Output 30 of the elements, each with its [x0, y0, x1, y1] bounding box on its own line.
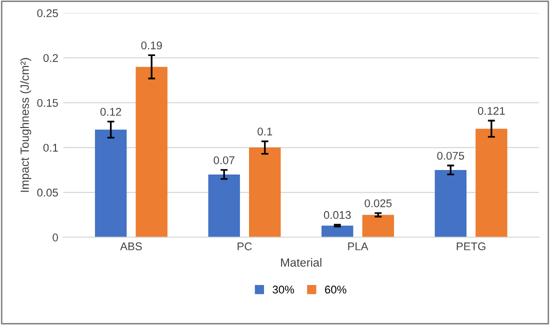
y-tick-label: 0.05	[37, 188, 58, 197]
legend-label: 60%	[325, 286, 346, 294]
x-tick-label: PC	[238, 242, 252, 250]
x-tick-label: PETG	[456, 242, 486, 250]
bar	[136, 66, 168, 238]
bar	[476, 128, 508, 238]
data-label: 0.07	[214, 156, 234, 164]
x-tick-label: ABS	[120, 242, 142, 250]
bar	[249, 148, 281, 238]
y-axis-title: Impact Toughness (J/cm²)	[20, 58, 32, 192]
bar	[322, 226, 354, 238]
bar	[362, 214, 394, 238]
data-label: 0.075	[437, 152, 464, 160]
y-tick-label: 0.15	[37, 98, 58, 107]
data-label: 0.025	[364, 199, 392, 208]
y-tick-label: 0.1	[43, 144, 58, 152]
bar	[208, 174, 240, 238]
y-tick-label: 0.2	[43, 54, 58, 62]
bar	[94, 130, 127, 238]
data-label: 0.121	[478, 106, 505, 115]
x-axis-title: Material	[281, 258, 322, 267]
data-label: 0.19	[141, 42, 162, 50]
bar	[434, 170, 467, 238]
legend-label: 30%	[272, 286, 294, 294]
data-label: 0.1	[258, 128, 272, 136]
y-tick-label: 0.25	[37, 9, 58, 18]
data-label: 0.013	[324, 211, 351, 219]
x-tick-label: PLA	[348, 242, 368, 250]
y-tick-label: 0	[52, 234, 58, 242]
data-label: 0.12	[100, 108, 122, 116]
